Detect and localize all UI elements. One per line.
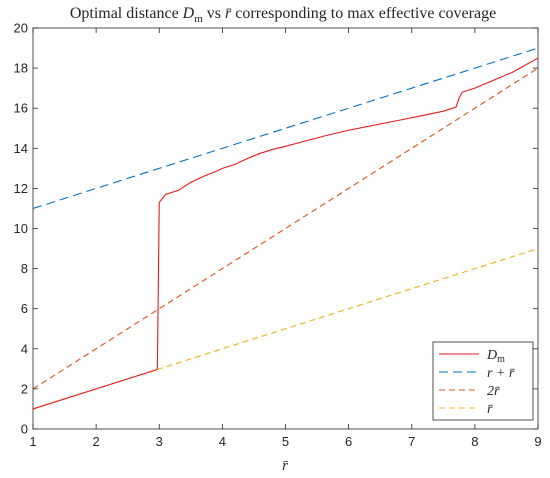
- series-line-0: [32, 57, 539, 410]
- x-tick-label-3: 4: [219, 434, 226, 449]
- x-axis-label: r̄: [282, 458, 288, 474]
- x-tick-label-8: 9: [534, 434, 541, 449]
- series-line-2: [32, 67, 539, 390]
- legend-label-0: Dm: [486, 348, 505, 365]
- y-tick-label-2: 4: [21, 341, 28, 356]
- x-tick-label-7: 8: [471, 434, 478, 449]
- x-tick-label-2: 3: [156, 434, 163, 449]
- x-tick-label-4: 5: [282, 434, 289, 449]
- y-tick-label-7: 14: [14, 141, 28, 156]
- y-tick-label-8: 16: [14, 101, 28, 116]
- x-tick-label-5: 6: [345, 434, 352, 449]
- legend-label-1: r + r̄: [487, 366, 515, 381]
- x-tick-label-1: 2: [93, 434, 100, 449]
- x-axis: 1 2 3 4 5 6 7 8 9: [29, 28, 542, 449]
- legend-label-2: 2r̄: [487, 384, 500, 399]
- chart-title: Optimal distance Dm vs r̄ corresponding …: [70, 5, 496, 25]
- y-tick-label-10: 20: [14, 21, 28, 36]
- x-tick-label-0: 1: [29, 434, 36, 449]
- y-tick-label-4: 8: [21, 261, 28, 276]
- series-line-3: [32, 248, 539, 410]
- y-tick-label-1: 2: [21, 381, 28, 396]
- legend-box: [432, 341, 534, 421]
- legend-label-3: r̄: [487, 402, 493, 417]
- y-tick-label-0: 0: [21, 422, 28, 437]
- x-tick-label-6: 7: [408, 434, 415, 449]
- legend: Dmr + r̄ 2r̄ r̄: [432, 341, 534, 421]
- y-tick-label-5: 10: [14, 221, 28, 236]
- y-axis: 0 2 4 6 8 10 12 14 16 18 20: [14, 21, 538, 437]
- y-tick-label-3: 6: [21, 301, 28, 316]
- y-tick-label-6: 12: [14, 181, 28, 196]
- y-tick-label-9: 18: [14, 61, 28, 76]
- series-line-1: [32, 47, 539, 209]
